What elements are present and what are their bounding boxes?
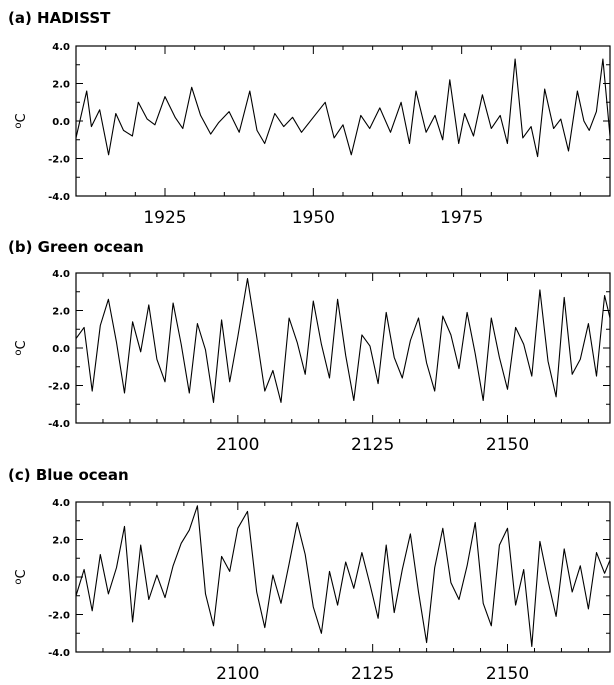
y-tick-label: 4.0 [52, 498, 70, 509]
y-axis-label: oC [13, 569, 29, 584]
x-tick-label: 2100 [216, 435, 259, 455]
x-tick-label: 2150 [486, 435, 529, 455]
x-tick-label: 2150 [486, 664, 529, 684]
series-line [76, 505, 610, 647]
panel-title: (a) HADISST [8, 9, 111, 27]
x-tick-label: 1950 [292, 208, 335, 228]
panel-title: (c) Blue ocean [8, 466, 129, 484]
x-tick-label: 2125 [351, 664, 394, 684]
panel-0: (a) HADISST 4.0 2.0 0.0 -2.0 -4.0 oC 1925 1950 19… [8, 9, 611, 228]
y-tick-label: -4.0 [48, 192, 70, 203]
y-tick-label: -4.0 [48, 648, 70, 659]
series-line [76, 58, 610, 158]
y-tick-label: -4.0 [48, 419, 70, 430]
y-tick-label: -2.0 [48, 611, 70, 622]
y-tick-label: 0.0 [52, 573, 70, 584]
y-tick-label: 0.0 [52, 344, 70, 355]
y-axis-label: oC [13, 113, 29, 128]
x-tick-label: 1975 [440, 208, 483, 228]
series-line [76, 278, 610, 403]
y-axis-label: oC [13, 340, 29, 355]
panel-title: (b) Green ocean [8, 238, 144, 256]
y-tick-label: -2.0 [48, 382, 70, 393]
y-tick-label: 4.0 [52, 269, 70, 280]
x-tick-label: 1925 [143, 208, 186, 228]
x-tick-label: 2100 [216, 664, 259, 684]
y-tick-label: 2.0 [52, 80, 70, 91]
y-tick-label: 2.0 [52, 536, 70, 547]
x-tick-label: 2125 [351, 435, 394, 455]
y-tick-label: 0.0 [52, 117, 70, 128]
panel-1: (b) Green ocean 4.0 2.0 0.0 -2.0 -4.0 oC 2100 21… [8, 238, 611, 455]
y-tick-label: -2.0 [48, 155, 70, 166]
panel-2: (c) Blue ocean 4.0 2.0 0.0 -2.0 -4.0 oC 2100 212… [8, 466, 611, 684]
y-tick-label: 4.0 [52, 42, 70, 53]
y-tick-label: 2.0 [52, 307, 70, 318]
plot-frame [75, 272, 611, 424]
